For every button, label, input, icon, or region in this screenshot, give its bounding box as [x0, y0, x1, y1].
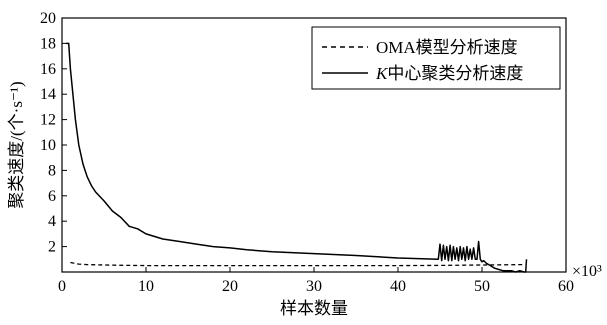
- legend: OMA模型分析速度 K中心聚类分析速度: [311, 26, 561, 90]
- x-tick-label: 10: [138, 278, 154, 295]
- series-line-kcenter: [66, 42, 528, 273]
- legend-label-oma: OMA模型分析速度: [376, 38, 518, 57]
- x-tick-label: 50: [474, 278, 490, 295]
- series-line-oma: [70, 261, 525, 267]
- x-tick-label: 30: [306, 278, 322, 295]
- legend-label-kcenter-rest: 中心聚类分析速度: [387, 64, 523, 83]
- y-tick-label: 20: [40, 10, 56, 27]
- legend-label-kcenter: K中心聚类分析速度: [375, 64, 523, 83]
- legend-box: [311, 26, 561, 90]
- x-axis-multiplier: ×10³: [572, 263, 602, 280]
- y-tick-label: 4: [48, 213, 56, 230]
- x-tick-label: 60: [558, 278, 574, 295]
- x-axis-title: 样本数量: [280, 299, 348, 318]
- y-tick-label: 2: [48, 239, 56, 256]
- y-tick-label: 18: [40, 35, 56, 52]
- x-tick-label: 40: [390, 278, 406, 295]
- y-tick-label: 6: [48, 188, 56, 205]
- y-tick-label: 8: [48, 162, 56, 179]
- x-tick-label: 20: [222, 278, 238, 295]
- y-tick-label: 10: [40, 137, 56, 154]
- y-axis: 2 4 6 8 10 12 14 16 18 20: [40, 10, 67, 256]
- legend-label-k-letter: K: [375, 64, 389, 83]
- y-tick-label: 16: [40, 61, 56, 78]
- y-tick-label: 14: [40, 86, 56, 103]
- x-axis: 0 10 20 30 40 50 60: [58, 267, 574, 295]
- x-tick-label: 0: [58, 278, 66, 295]
- y-axis-title: 聚类速度/(个·s⁻¹): [7, 81, 26, 208]
- series-layer: [66, 42, 528, 273]
- y-tick-label: 12: [40, 112, 56, 129]
